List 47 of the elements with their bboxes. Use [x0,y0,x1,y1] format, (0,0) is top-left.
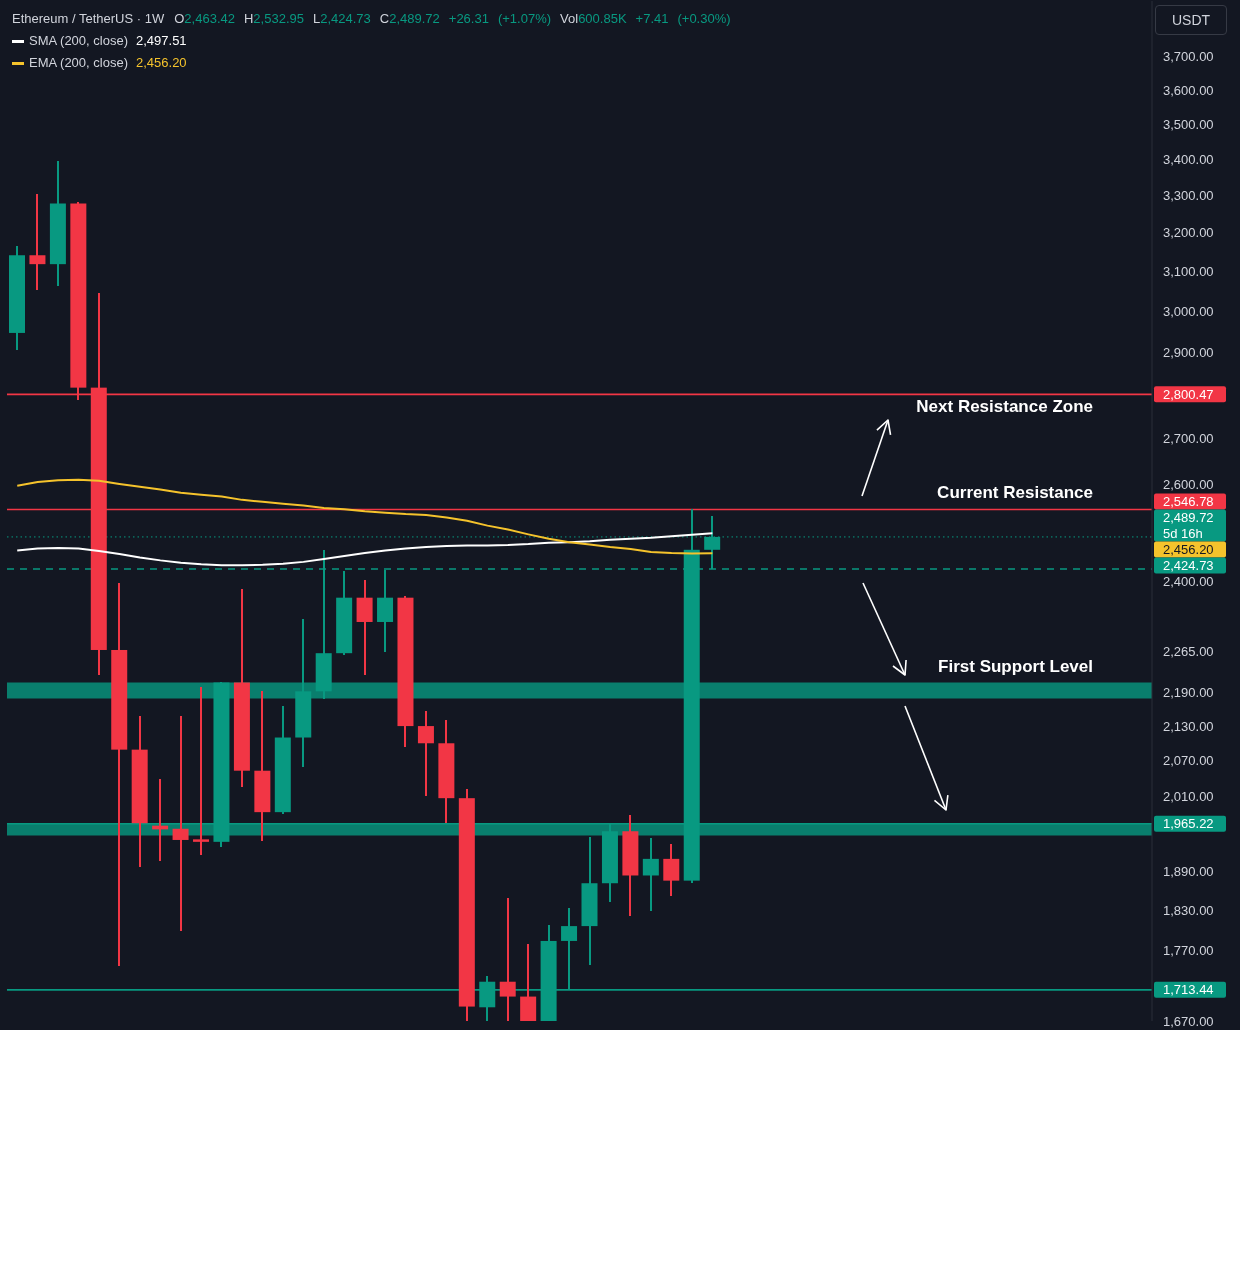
annotation: 2,456.20 [136,54,187,72]
y-tick-label: 2,070.00 [1163,753,1214,769]
text: O2,463.42 H2,532.95 L2,424.73 C2,489.72 +26.31 (+1.07%) Vol600.85K +7.41 (+0.30%) [174,11,731,26]
y-tick-label: 2,190.00 [1163,685,1214,701]
y-tick-label: 2,400.00 [1163,574,1214,590]
annotation: Current Resistance [937,482,1093,502]
ref-line-label: 2,800.47 [1163,386,1214,402]
y-tick-label: 3,300.00 [1163,188,1214,204]
candlestick [499,897,516,1021]
y-tick-label: 1,830.00 [1163,902,1214,918]
candlestick [29,192,46,291]
candlestick [663,842,680,897]
y-tick-label: 3,000.00 [1163,303,1214,319]
ref-line-label: 2,489.72 5d 16h [1163,509,1214,541]
y-tick-label: 3,200.00 [1163,225,1214,241]
line-series [16,532,714,567]
annotation: 2,497.51 [136,32,187,50]
candlestick [172,714,189,933]
y-tick-label: 2,265.00 [1163,644,1214,660]
legend-label: EMA (200, close) [29,54,128,72]
ref-line-label: 1,965.22 [1163,816,1214,832]
y-tick-label: 3,400.00 [1163,151,1214,167]
candlestick [193,686,210,857]
legend-label: SMA (200, close) [29,32,128,50]
y-tick-label: 3,100.00 [1163,263,1214,279]
annotation: First Support Level [938,656,1093,676]
ref-line-label: 2,546.78 [1163,493,1214,509]
y-tick-label: 1,670.00 [1163,1013,1214,1029]
y-tick-label: 2,010.00 [1163,788,1214,804]
y-tick-label: 1,890.00 [1163,863,1214,879]
ref-line-label: 1,713.44 [1163,982,1214,998]
y-axis-title: USDT [1155,5,1227,35]
y-tick-label: 2,900.00 [1163,344,1214,360]
candlestick [642,837,659,913]
annotation: Next Resistance Zone [916,396,1093,416]
ref-line-label: 2,424.73 [1163,557,1214,573]
line-series [16,478,714,555]
y-tick-label: 3,600.00 [1163,82,1214,98]
y-tick-label: 3,500.00 [1163,116,1214,132]
y-tick-label: 2,600.00 [1163,477,1214,492]
y-tick-label: 1,770.00 [1163,943,1214,959]
candlestick [417,709,434,798]
text: 2,456.20 [1163,541,1214,557]
y-tick-label: 2,130.00 [1163,718,1214,734]
y-tick-label: 3,700.00 [1163,49,1214,65]
text: Ethereum / TetherUS · 1W [12,11,165,26]
y-tick-label: 2,700.00 [1163,431,1214,447]
